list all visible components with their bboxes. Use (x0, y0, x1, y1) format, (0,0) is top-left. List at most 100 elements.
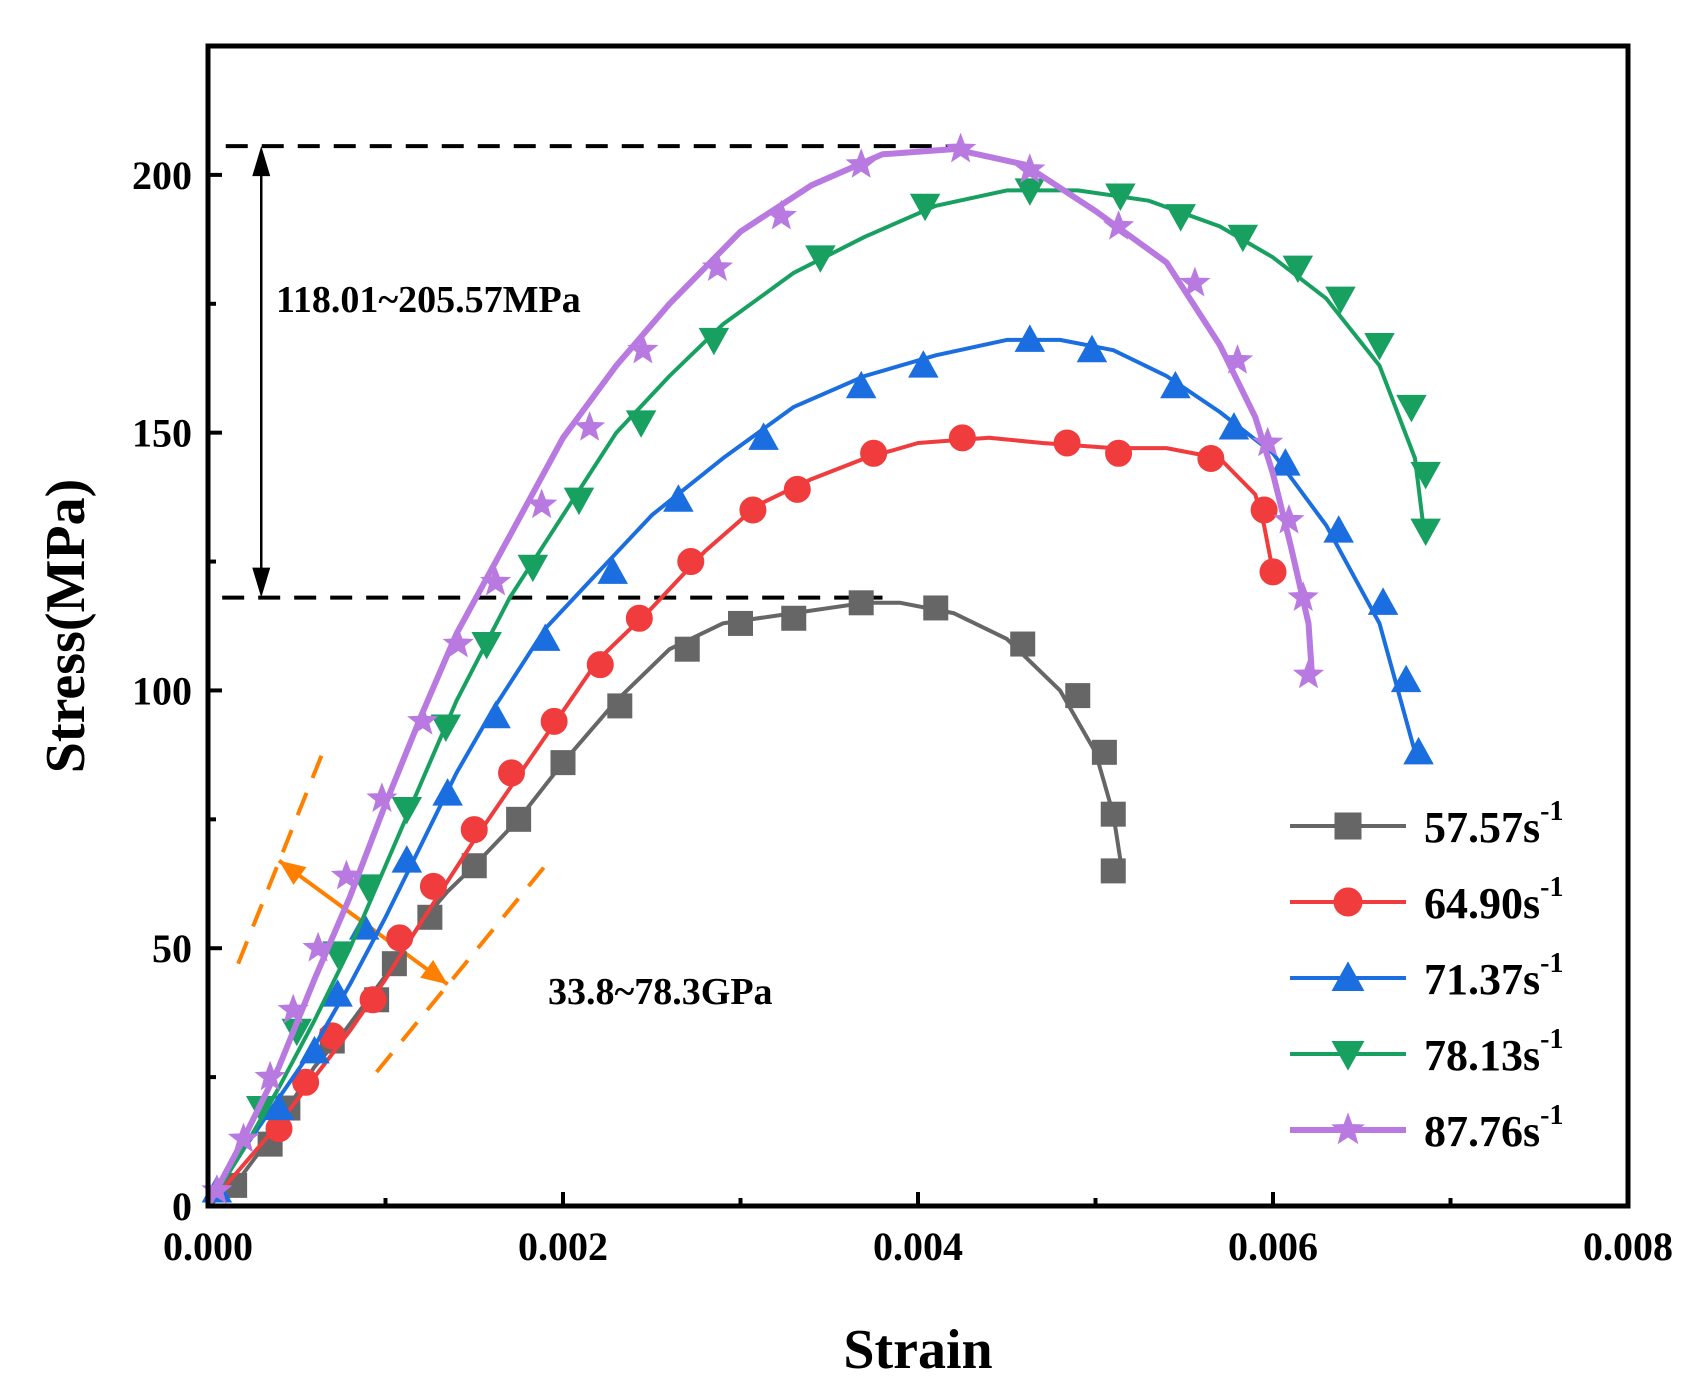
series-marker (480, 700, 511, 729)
series-marker (302, 931, 334, 962)
series-marker (299, 1035, 330, 1064)
legend-label-text: 57.57s (1424, 803, 1540, 852)
series-marker (848, 590, 874, 616)
legend-marker (1333, 887, 1363, 917)
series-marker (471, 632, 502, 660)
legend-label-text: 71.37s (1424, 955, 1540, 1004)
series-marker (540, 707, 568, 735)
series-marker (1227, 224, 1259, 253)
legend-marker (1331, 1112, 1365, 1145)
series-marker (805, 245, 836, 273)
legend-label-superscript: -1 (1540, 948, 1563, 979)
series-marker (1396, 394, 1427, 423)
series-marker (1282, 255, 1314, 284)
series-marker (574, 411, 606, 441)
series-marker (923, 595, 949, 621)
y-tick-label: 100 (132, 668, 192, 713)
series-marker (318, 1022, 346, 1050)
series-marker (1197, 444, 1225, 472)
legend-label-superscript: -1 (1540, 1024, 1563, 1055)
series-marker (698, 327, 730, 356)
legend-label: 87.76s-1 (1424, 1100, 1563, 1156)
series-marker (597, 556, 628, 584)
y-tick-label: 150 (132, 411, 192, 456)
series-marker (227, 1122, 260, 1153)
series-marker (1273, 503, 1305, 534)
series-marker (1100, 858, 1126, 884)
legend-label-text: 78.13s (1424, 1031, 1540, 1080)
x-tick-label: 0.000 (163, 1224, 253, 1269)
series-marker (1221, 344, 1254, 374)
legend-label: 64.90s-1 (1424, 872, 1563, 928)
series-marker (1250, 496, 1278, 524)
legend-label-superscript: -1 (1540, 796, 1563, 827)
legend-label-text: 64.90s (1424, 879, 1540, 928)
series-marker (1325, 286, 1356, 315)
modulus-arrow-head-start (279, 860, 307, 885)
series-marker (1014, 178, 1046, 206)
legend-label-superscript: -1 (1540, 872, 1563, 903)
series-marker (359, 986, 387, 1014)
series-marker (386, 924, 414, 952)
series-line (205, 146, 1315, 1208)
series-marker (1287, 581, 1319, 611)
x-tick-label: 0.002 (518, 1224, 608, 1269)
legend-entry: 64.90s-1 (1290, 872, 1563, 928)
series-line (206, 337, 1417, 1208)
series-marker (765, 199, 797, 230)
series-marker (1014, 324, 1046, 352)
modulus-arrow-head-end (420, 960, 448, 985)
series-marker (1102, 209, 1135, 240)
series-marker (366, 782, 398, 812)
series-marker (748, 422, 779, 450)
series-marker (1364, 333, 1395, 361)
series-marker (674, 636, 700, 662)
x-tick-label: 0.006 (1228, 1224, 1318, 1269)
series-marker (627, 333, 659, 364)
stress-range-arrow-up-head (252, 146, 271, 177)
modulus-range-label: 33.8~78.3GPa (548, 971, 773, 1013)
series-marker (322, 979, 353, 1007)
series-marker (517, 554, 549, 583)
series-marker (728, 610, 753, 636)
stress-range-arrow-down-head (252, 567, 271, 598)
series-marker (908, 350, 939, 378)
series-marker (254, 1060, 286, 1091)
series-marker (1323, 515, 1354, 543)
legend-marker (1334, 812, 1362, 840)
legend-label-text: 87.76s (1424, 1107, 1540, 1156)
series-marker (586, 651, 614, 679)
series-marker (1259, 558, 1287, 586)
series-marker (1218, 412, 1250, 440)
legend-label: 57.57s-1 (1424, 796, 1563, 852)
series-marker (944, 132, 977, 163)
series-marker (1053, 429, 1081, 457)
series-marker (1105, 183, 1136, 211)
x-axis-title: Strain (843, 1319, 992, 1380)
x-tick-label: 0.008 (1583, 1224, 1673, 1269)
series-marker (948, 424, 976, 452)
series-marker (330, 859, 363, 890)
series-marker (432, 778, 463, 806)
series-marker (1100, 801, 1126, 827)
series-marker (781, 605, 807, 631)
legend-marker (1331, 961, 1365, 991)
series-marker (1014, 153, 1046, 184)
legend-entry: 71.37s-1 (1290, 948, 1563, 1004)
series-7137 (201, 324, 1434, 1208)
modulus-upper-guide-line (236, 741, 329, 965)
series-marker (277, 993, 309, 1024)
legend-entry: 78.13s-1 (1290, 1024, 1563, 1080)
series-marker (1410, 461, 1441, 490)
series-marker (1179, 266, 1211, 297)
series-marker (352, 874, 383, 902)
series-marker (498, 759, 526, 787)
series-marker (1270, 448, 1301, 476)
series-marker (845, 370, 877, 399)
series-marker (701, 251, 734, 281)
series-marker (607, 693, 633, 719)
series-marker (677, 548, 705, 576)
series-marker (461, 853, 487, 879)
y-tick-label: 0 (172, 1184, 192, 1229)
